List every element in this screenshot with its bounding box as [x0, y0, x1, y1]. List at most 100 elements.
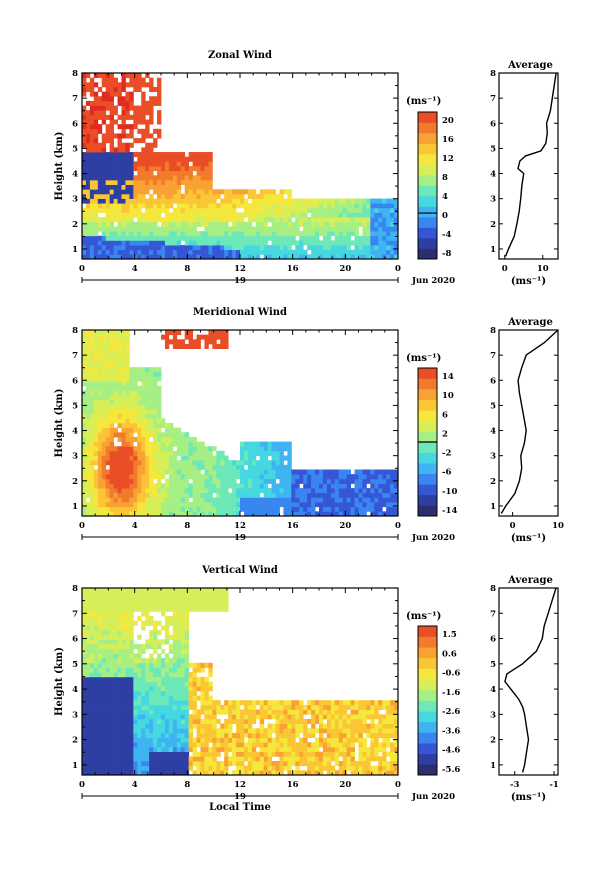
heatmap-cell — [137, 658, 142, 664]
heatmap-cell — [157, 77, 162, 83]
heatmap-cell — [243, 189, 249, 195]
heatmap-cell — [204, 746, 209, 753]
heatmap-cell — [168, 602, 174, 608]
heatmap-cell — [153, 179, 158, 185]
heatmap-cell — [89, 760, 95, 767]
heatmap-cell — [184, 170, 190, 176]
colorbar-tick-label: -10 — [442, 487, 457, 497]
heatmap-cell — [184, 221, 190, 227]
heatmap-cell — [216, 334, 221, 340]
heatmap-cell — [97, 254, 103, 260]
heatmap-cell — [82, 198, 87, 204]
heatmap-cell — [85, 142, 91, 148]
heatmap-cell — [251, 446, 257, 452]
heatmap-cell — [287, 770, 292, 776]
heatmap-cell — [97, 240, 103, 246]
heatmap-cell — [113, 672, 118, 678]
heatmap-cell — [164, 732, 170, 738]
heatmap-cell — [149, 488, 154, 494]
heatmap-cell — [382, 217, 387, 223]
heatmap-cell — [145, 413, 150, 419]
heatmap-cell — [109, 634, 114, 640]
heatmap-cell — [133, 469, 138, 475]
heatmap-cell — [212, 592, 217, 598]
heatmap-cell — [374, 249, 379, 255]
heatmap-cell — [145, 119, 150, 125]
heatmap-cell — [378, 226, 383, 232]
heatmap-cell — [168, 423, 174, 429]
heatmap-cell — [322, 235, 328, 241]
heatmap-cell — [93, 221, 99, 227]
heatmap-cell — [224, 732, 229, 738]
heatmap-cell — [200, 156, 205, 162]
heatmap-cell — [342, 497, 348, 503]
heatmap-cell — [358, 483, 363, 489]
heatmap-cell — [303, 483, 308, 489]
heatmap-cell — [129, 254, 134, 260]
heatmap-cell — [168, 588, 174, 594]
heatmap-cell — [303, 497, 308, 503]
heatmap-cell — [89, 616, 95, 622]
heatmap-cell — [101, 138, 107, 144]
heatmap-cell — [255, 212, 261, 218]
heatmap-cell — [164, 436, 170, 442]
heatmap-cell — [236, 746, 241, 753]
heatmap-cell — [176, 474, 182, 480]
heatmap-cell — [97, 110, 103, 116]
heatmap-cell — [133, 644, 138, 650]
heatmap-cell — [97, 644, 103, 650]
heatmap-cell — [188, 339, 193, 345]
heatmap-cell — [121, 193, 126, 199]
heatmap-cell — [378, 203, 383, 209]
heatmap-cell — [291, 212, 296, 218]
heatmap-cell — [164, 751, 170, 757]
heatmap-cell — [374, 488, 379, 494]
heatmap-cell — [117, 653, 122, 659]
heatmap-cell — [390, 207, 395, 213]
heatmap-cell — [208, 198, 213, 204]
heatmap-cell — [141, 409, 146, 415]
heatmap-cell — [89, 497, 95, 503]
heatmap-cell — [141, 254, 146, 260]
heatmap-cell — [97, 432, 103, 438]
heatmap-cell — [204, 690, 209, 696]
heatmap-cell — [319, 203, 324, 209]
heatmap-cell — [117, 189, 122, 195]
heatmap-cell — [85, 371, 91, 377]
heatmap-cell — [208, 156, 213, 162]
heatmap-cell — [180, 728, 186, 734]
heatmap-cell — [247, 709, 253, 715]
heatmap-cell — [224, 709, 229, 715]
heatmap-cell — [105, 450, 111, 456]
heatmap-cell — [275, 746, 280, 753]
heatmap-cell — [172, 170, 178, 176]
heatmap-cell — [358, 240, 363, 246]
heatmap-cell — [247, 502, 253, 508]
heatmap-cell — [153, 385, 158, 391]
heatmap-cell — [125, 166, 130, 172]
heatmap-cell — [204, 198, 209, 204]
heatmap-cell — [224, 606, 229, 612]
heatmap-cell — [287, 756, 292, 762]
heatmap-cell — [113, 760, 118, 767]
heatmap-cell — [354, 497, 359, 503]
heatmap-cell — [311, 469, 316, 475]
heatmap-cell — [121, 770, 126, 776]
heatmap-cell — [275, 231, 280, 237]
heatmap-cell — [101, 371, 107, 377]
heatmap-cell — [291, 207, 296, 213]
heatmap-cell — [101, 179, 107, 185]
heatmap-cell — [82, 82, 87, 88]
heatmap-cell — [85, 704, 91, 710]
heatmap-cell — [251, 450, 257, 456]
heatmap-cell — [141, 110, 146, 116]
heatmap-cell — [85, 511, 91, 517]
heatmap-cell — [82, 161, 87, 167]
heatmap-cell — [164, 156, 170, 162]
heatmap-cell — [330, 478, 336, 484]
heatmap-cell — [208, 179, 213, 185]
heatmap-cell — [196, 170, 201, 176]
heatmap-cell — [220, 742, 225, 748]
heatmap-cell — [204, 245, 209, 251]
